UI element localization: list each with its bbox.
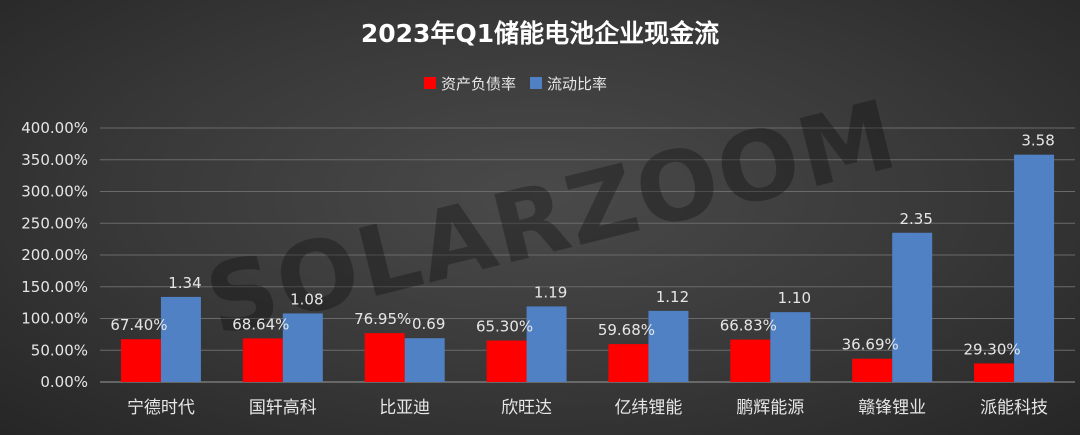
bar-debt-ratio <box>974 363 1015 382</box>
y-tick-label: 150.00% <box>21 278 88 296</box>
y-tick-label: 100.00% <box>21 310 88 328</box>
bar-debt-ratio <box>608 344 649 382</box>
data-label: 2.35 <box>899 210 932 228</box>
data-label: 76.95% <box>354 310 411 328</box>
data-label: 36.69% <box>842 336 899 354</box>
y-tick-label: 0.00% <box>40 373 88 391</box>
x-tick-label: 亿纬锂能 <box>614 398 682 418</box>
gridlines <box>100 127 1075 383</box>
y-tick-label: 400.00% <box>21 119 88 137</box>
bar-debt-ratio <box>364 333 405 382</box>
x-tick-label: 宁德时代 <box>127 398 195 418</box>
y-tick-label: 350.00% <box>21 151 88 169</box>
x-tick-label: 赣锋锂业 <box>858 398 926 418</box>
data-label: 29.30% <box>963 340 1020 358</box>
data-label: 1.12 <box>656 288 689 306</box>
bar-current-ratio <box>770 312 811 382</box>
bar-debt-ratio <box>486 340 527 382</box>
data-label: 1.08 <box>290 290 323 308</box>
data-label: 65.30% <box>476 318 533 336</box>
bar-debt-ratio <box>242 338 283 382</box>
chart-title: 2023年Q1储能电池企业现金流 <box>361 19 719 48</box>
legend-swatch <box>530 77 542 89</box>
data-label: 66.83% <box>720 317 777 335</box>
legend: 资产负债率 流动比率 <box>424 75 607 93</box>
legend-swatch <box>424 77 436 89</box>
data-label: 68.64% <box>232 315 289 333</box>
bar-debt-ratio <box>852 358 893 382</box>
bar-current-ratio <box>1014 154 1055 382</box>
bar-current-ratio <box>648 310 689 382</box>
bar-current-ratio <box>404 338 445 382</box>
x-tick-label: 派能科技 <box>980 398 1048 418</box>
legend-label: 流动比率 <box>547 75 607 93</box>
data-label: 1.19 <box>534 283 567 301</box>
data-label: 67.40% <box>110 316 167 334</box>
y-tick-label: 200.00% <box>21 246 88 264</box>
bar-current-ratio <box>892 232 933 382</box>
x-axis: 宁德时代 国轩高科 比亚迪 欣旺达 亿纬锂能 鹏辉能源 赣锋锂业 派能科技 <box>127 398 1048 418</box>
x-tick-label: 比亚迪 <box>379 398 430 418</box>
bar-current-ratio <box>160 296 201 382</box>
x-tick-label: 欣旺达 <box>501 398 552 418</box>
y-tick-label: 300.00% <box>21 183 88 201</box>
data-label: 1.10 <box>778 289 811 307</box>
y-tick-label: 50.00% <box>31 341 88 359</box>
y-axis: 0.00% 50.00% 100.00% 150.00% 200.00% 250.00% 3… <box>21 119 88 391</box>
data-label: 0.69 <box>412 315 445 333</box>
bar-current-ratio <box>526 306 567 382</box>
data-label: 1.34 <box>168 274 201 292</box>
x-tick-label: 鹏辉能源 <box>736 398 804 418</box>
bar-debt-ratio <box>120 339 161 382</box>
bar-current-ratio <box>282 313 323 382</box>
y-tick-label: 250.00% <box>21 214 88 232</box>
data-labels: 67.40% 1.34 68.64%1.08 76.95% 0.69 65.30%1.19… <box>110 132 1054 359</box>
data-label: 59.68% <box>598 321 655 339</box>
bar-debt-ratio <box>730 339 771 382</box>
legend-label: 资产负债率 <box>441 75 516 93</box>
bars <box>120 154 1055 382</box>
x-tick-label: 国轩高科 <box>249 398 317 418</box>
data-label: 3.58 <box>1021 132 1054 150</box>
